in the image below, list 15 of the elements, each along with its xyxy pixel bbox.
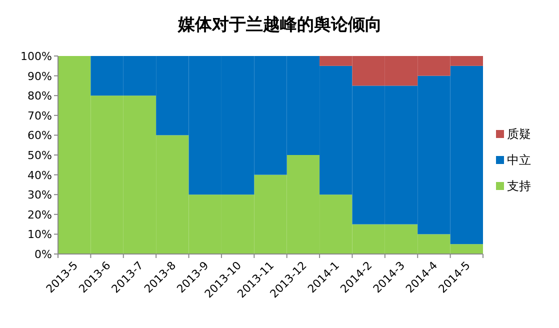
y-tick-label: 80%: [28, 90, 52, 103]
y-tick-label: 70%: [28, 109, 52, 122]
legend-label: 中立: [507, 153, 531, 167]
y-tick-label: 90%: [28, 70, 52, 83]
y-tick-label: 10%: [28, 228, 52, 242]
y-tick-label: 0%: [34, 248, 52, 261]
y-tick-label: 100%: [20, 50, 52, 63]
y-tick-label: 30%: [28, 188, 52, 202]
chart-title: 媒体对于兰越峰的舆论倾向: [177, 15, 382, 35]
legend-label: 支持: [507, 179, 531, 193]
y-tick-label: 40%: [28, 168, 52, 182]
y-tick-label: 50%: [28, 149, 52, 162]
y-tick-label: 20%: [28, 208, 52, 222]
legend-label: 质疑: [507, 127, 531, 141]
y-tick-label: 60%: [28, 129, 52, 142]
